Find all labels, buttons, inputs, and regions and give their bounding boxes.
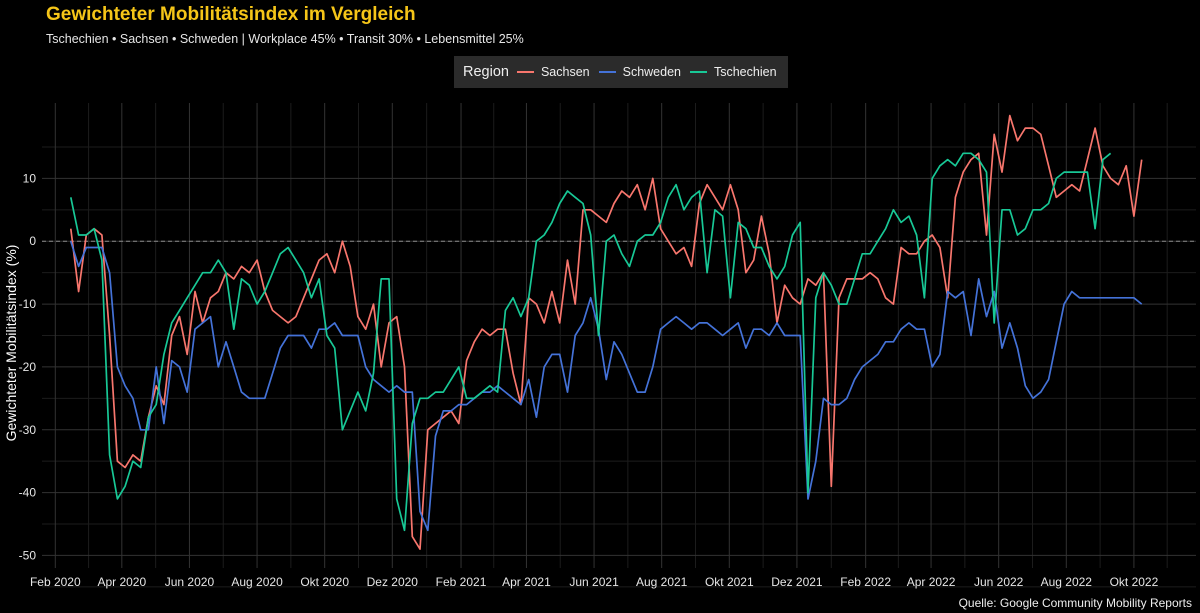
legend-item-sachsen: Sachsen — [516, 65, 590, 79]
y-tick-label: -40 — [19, 486, 37, 500]
legend: Region Sachsen Schweden Tschechien — [454, 56, 788, 88]
legend-title: Region — [463, 64, 509, 80]
series-line-sachsen — [69, 114, 1143, 550]
legend-swatch-sachsen — [516, 71, 534, 73]
x-tick-labels: Feb 2020 Apr 2020 Jun 2020 Aug 2020 Okt 2020… — [30, 575, 1159, 589]
series-line-schweden — [69, 240, 1143, 532]
legend-label-tschechien: Tschechien — [713, 65, 777, 79]
y-axis-label: Gewichteter Mobilitätsindex (%) — [3, 245, 19, 442]
x-tick-label: Dez 2020 — [367, 575, 419, 589]
y-tick-label: 10 — [23, 171, 37, 185]
x-tick-label: Feb 2021 — [436, 575, 487, 589]
y-tick-label: 0 — [29, 234, 36, 248]
legend-swatch-schweden — [598, 71, 616, 73]
x-tick-label: Aug 2020 — [231, 575, 283, 589]
legend-swatch-tschechien — [689, 71, 707, 73]
legend-label-schweden: Schweden — [622, 65, 681, 79]
x-tick-label: Okt 2021 — [705, 575, 754, 589]
x-tick-label: Feb 2022 — [840, 575, 891, 589]
x-tick-label: Okt 2020 — [300, 575, 349, 589]
x-tick-label: Dez 2021 — [771, 575, 823, 589]
x-tick-label: Jun 2022 — [974, 575, 1024, 589]
y-tick-label: -30 — [19, 423, 37, 437]
series-lines — [69, 114, 1143, 550]
legend-item-tschechien: Tschechien — [689, 65, 777, 79]
x-tick-label: Okt 2022 — [1110, 575, 1159, 589]
y-tick-label: -10 — [19, 297, 37, 311]
x-tick-label: Aug 2022 — [1041, 575, 1093, 589]
x-tick-label: Apr 2021 — [502, 575, 551, 589]
x-tick-label: Apr 2020 — [97, 575, 146, 589]
x-tick-label: Feb 2020 — [30, 575, 81, 589]
series-line-tschechien — [69, 152, 1112, 532]
x-tick-label: Jun 2021 — [569, 575, 619, 589]
chart-title: Gewichteter Mobilitätsindex im Vergleich — [46, 4, 416, 25]
x-tick-label: Aug 2021 — [636, 575, 688, 589]
legend-item-schweden: Schweden — [598, 65, 681, 79]
chart-subtitle: Tschechien • Sachsen • Schweden | Workpl… — [46, 32, 524, 46]
source-caption: Quelle: Google Community Mobility Report… — [958, 596, 1192, 610]
x-tick-label: Jun 2020 — [165, 575, 215, 589]
y-tick-label: -20 — [19, 360, 37, 374]
y-tick-label: -50 — [19, 548, 37, 562]
x-tick-label: Apr 2022 — [907, 575, 956, 589]
y-tick-labels: 10 0 -10 -20 -30 -40 -50 — [19, 171, 37, 562]
legend-label-sachsen: Sachsen — [540, 65, 590, 79]
minor-gridlines — [42, 103, 1196, 588]
